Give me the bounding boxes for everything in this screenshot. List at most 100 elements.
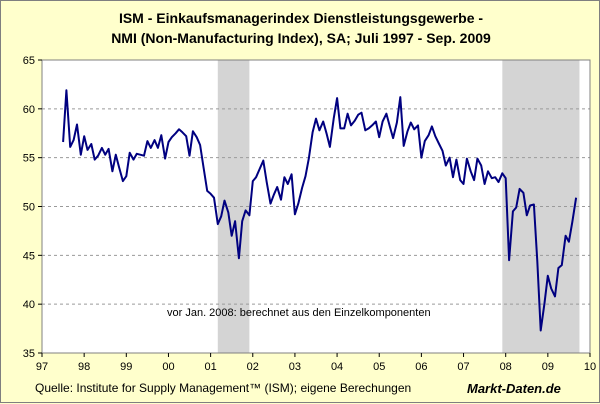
- data-point: [196, 137, 197, 138]
- data-point: [147, 140, 148, 141]
- data-point: [323, 121, 324, 122]
- data-point: [498, 181, 499, 182]
- x-tick-label-07: 07: [457, 361, 469, 373]
- data-point: [428, 135, 429, 136]
- data-point: [386, 113, 387, 114]
- data-point: [234, 221, 235, 222]
- data-point: [350, 125, 351, 126]
- data-point: [407, 131, 408, 132]
- data-point: [463, 183, 464, 184]
- data-point: [449, 157, 450, 158]
- data-point: [150, 147, 151, 148]
- data-point: [97, 155, 98, 156]
- data-point: [178, 129, 179, 130]
- x-tick-label-08: 08: [500, 361, 512, 373]
- data-point: [523, 192, 524, 193]
- data-point: [361, 112, 362, 113]
- data-point: [70, 146, 71, 147]
- x-tick-label-06: 06: [415, 361, 427, 373]
- data-point: [301, 187, 302, 188]
- data-point: [389, 126, 390, 127]
- data-point: [487, 171, 488, 172]
- data-point: [452, 177, 453, 178]
- data-point: [502, 173, 503, 174]
- data-point: [94, 159, 95, 160]
- data-point: [168, 141, 169, 142]
- data-point: [73, 139, 74, 140]
- data-point: [544, 303, 545, 304]
- source-note: Quelle: Institute for Supply Management™…: [35, 381, 412, 395]
- data-point: [319, 130, 320, 131]
- data-point: [473, 180, 474, 181]
- data-point: [403, 145, 404, 146]
- data-point: [284, 177, 285, 178]
- data-point: [273, 194, 274, 195]
- y-tick-label-40: 40: [23, 299, 35, 311]
- data-point: [221, 216, 222, 217]
- data-point: [91, 143, 92, 144]
- data-point: [333, 118, 334, 119]
- data-point: [329, 146, 330, 147]
- data-point: [238, 258, 239, 259]
- chart-title-line2: NMI (Non-Manufacturing Index), SA; Juli …: [111, 30, 491, 46]
- data-point: [112, 171, 113, 172]
- data-point: [217, 223, 218, 224]
- data-point: [347, 113, 348, 114]
- y-tick-label-35: 35: [23, 348, 35, 360]
- data-point: [298, 203, 299, 204]
- data-point: [438, 143, 439, 144]
- data-point: [484, 183, 485, 184]
- data-point: [189, 155, 190, 156]
- data-point: [203, 166, 204, 167]
- data-point: [242, 221, 243, 222]
- data-point: [199, 144, 200, 145]
- data-point: [365, 130, 366, 131]
- data-point: [126, 176, 127, 177]
- data-point: [108, 148, 109, 149]
- data-point: [336, 97, 337, 98]
- y-tick-label-45: 45: [23, 250, 35, 262]
- data-point: [287, 183, 288, 184]
- data-point: [154, 139, 155, 140]
- data-point: [551, 288, 552, 289]
- x-tick-label-05: 05: [373, 361, 385, 373]
- data-point: [382, 121, 383, 122]
- data-point: [213, 197, 214, 198]
- data-point: [175, 133, 176, 134]
- x-tick-label-02: 02: [247, 361, 259, 373]
- data-point: [358, 114, 359, 115]
- data-point: [207, 190, 208, 191]
- data-point: [565, 235, 566, 236]
- data-point: [400, 97, 401, 98]
- data-point: [540, 330, 541, 331]
- data-point: [460, 180, 461, 181]
- data-point: [554, 296, 555, 297]
- data-point: [537, 261, 538, 262]
- data-point: [101, 147, 102, 148]
- x-tick-label-09: 09: [542, 361, 554, 373]
- brand-logo: Markt-Daten.de: [467, 381, 561, 396]
- data-point: [84, 136, 85, 137]
- data-point: [558, 267, 559, 268]
- data-point: [143, 155, 144, 156]
- data-point: [76, 124, 77, 125]
- data-point: [435, 136, 436, 137]
- data-point: [192, 131, 193, 132]
- data-point: [231, 235, 232, 236]
- data-point: [291, 174, 292, 175]
- data-point: [294, 214, 295, 215]
- x-tick-label-99: 99: [120, 361, 132, 373]
- data-point: [315, 118, 316, 119]
- data-point: [105, 154, 106, 155]
- data-point: [516, 207, 517, 208]
- data-point: [445, 165, 446, 166]
- x-tick-label-97: 97: [36, 361, 48, 373]
- data-point: [186, 136, 187, 137]
- data-point: [140, 154, 141, 155]
- data-point: [312, 132, 313, 133]
- data-point: [171, 137, 172, 138]
- data-point: [115, 154, 116, 155]
- data-point: [256, 177, 257, 178]
